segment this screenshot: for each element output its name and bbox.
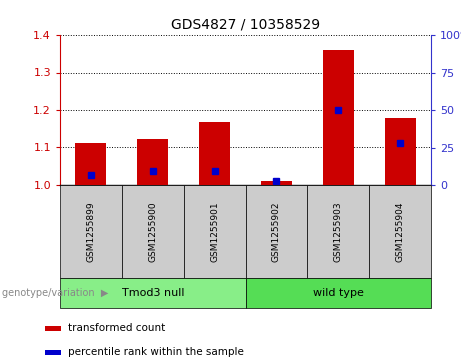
Text: GSM1255904: GSM1255904 [396, 201, 405, 262]
Bar [122, 185, 183, 278]
Bar [261, 181, 292, 185]
Bar [369, 185, 431, 278]
Bar [60, 278, 246, 308]
Bar [307, 185, 369, 278]
Bar [199, 122, 230, 185]
Bar [246, 185, 307, 278]
Text: GSM1255899: GSM1255899 [86, 201, 95, 262]
Text: genotype/variation  ▶: genotype/variation ▶ [2, 288, 109, 298]
Text: Tmod3 null: Tmod3 null [122, 288, 184, 298]
Text: GSM1255903: GSM1255903 [334, 201, 343, 262]
Text: transformed count: transformed count [69, 323, 165, 334]
Bar [45, 326, 60, 331]
Bar [76, 143, 106, 185]
Bar [246, 278, 431, 308]
Text: wild type: wild type [313, 288, 364, 298]
Title: GDS4827 / 10358529: GDS4827 / 10358529 [171, 17, 320, 31]
Text: GSM1255901: GSM1255901 [210, 201, 219, 262]
Bar [137, 139, 168, 185]
Bar [45, 350, 60, 355]
Bar [60, 185, 122, 278]
Bar [183, 185, 246, 278]
Text: GSM1255900: GSM1255900 [148, 201, 157, 262]
Text: GSM1255902: GSM1255902 [272, 201, 281, 262]
Text: percentile rank within the sample: percentile rank within the sample [69, 347, 244, 358]
Bar [384, 118, 415, 185]
Bar [323, 50, 354, 185]
